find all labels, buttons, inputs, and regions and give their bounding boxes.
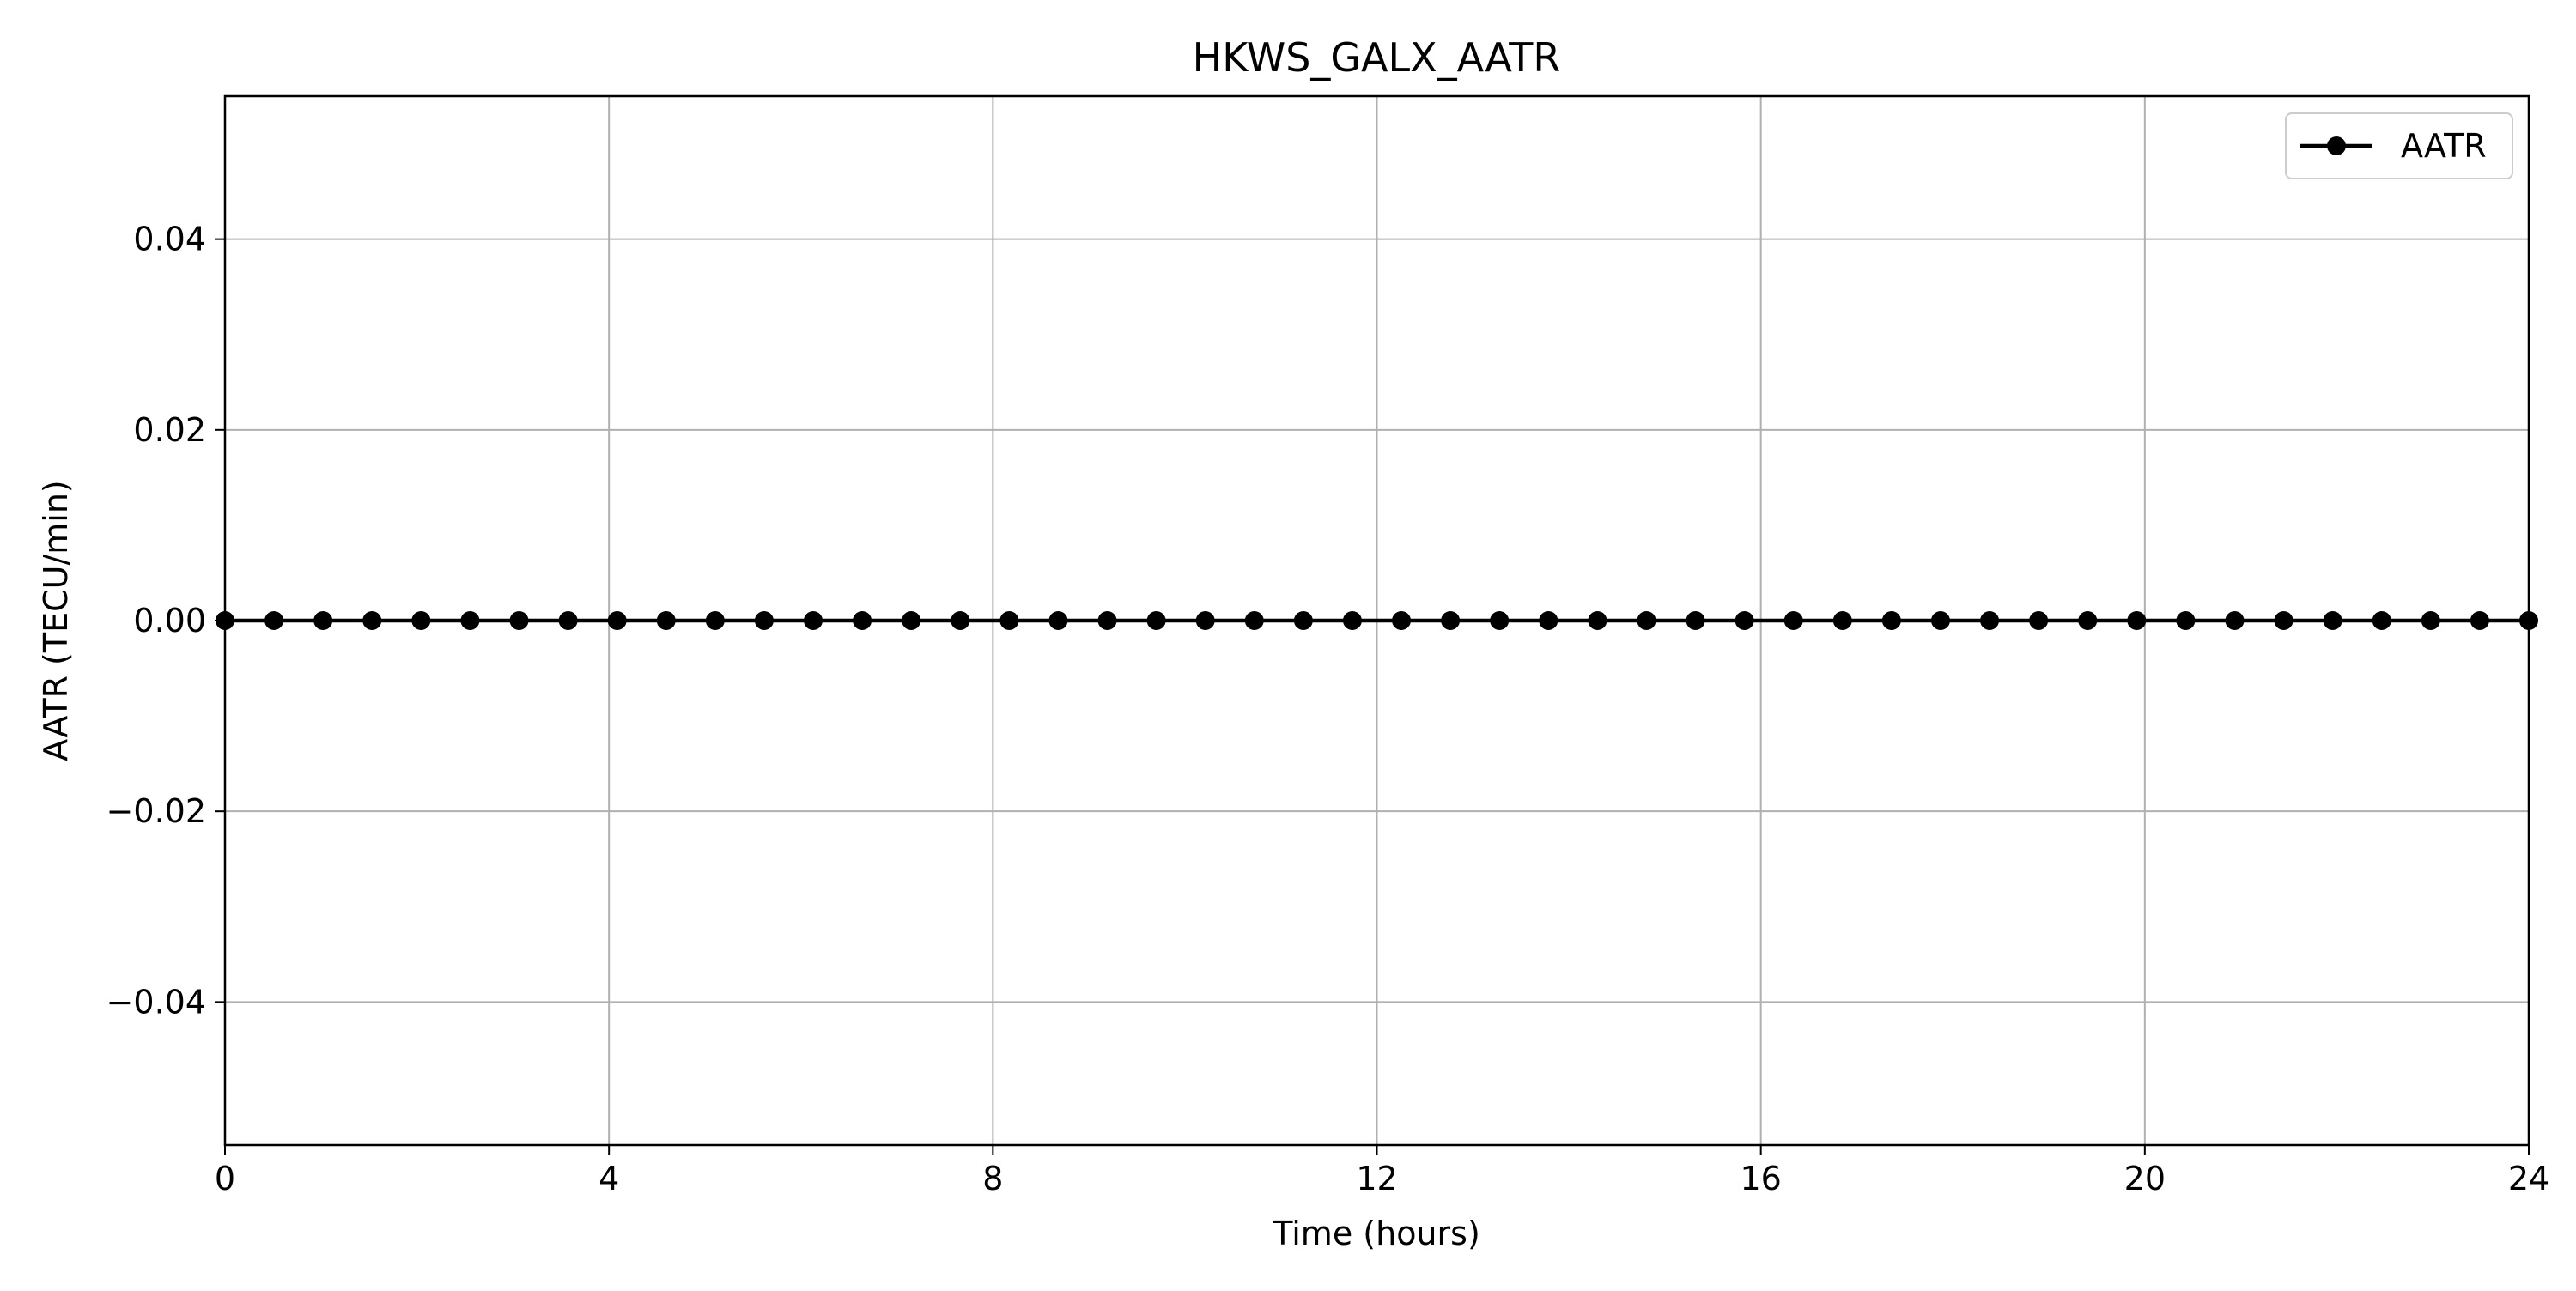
data-point	[264, 611, 284, 630]
data-point	[607, 611, 627, 630]
x-tick-label: 4	[598, 1160, 619, 1197]
data-point	[2078, 611, 2098, 630]
data-point	[2470, 611, 2489, 630]
data-point	[1392, 611, 1412, 630]
y-axis-label: AATR (TECU/min)	[37, 480, 75, 761]
data-point	[2225, 611, 2245, 630]
data-point	[2421, 611, 2440, 630]
data-point	[804, 611, 823, 630]
data-point	[1686, 611, 1705, 630]
chart-title: HKWS_GALX_AATR	[1193, 34, 1561, 81]
data-point	[411, 611, 431, 630]
data-point	[1048, 611, 1068, 630]
data-point	[1146, 611, 1166, 630]
y-tick-label: 0.02	[133, 411, 206, 449]
data-point	[509, 611, 529, 630]
data-point	[1490, 611, 1510, 630]
data-point	[2176, 611, 2196, 630]
legend-label-aatr: AATR	[2401, 127, 2487, 165]
data-point	[1539, 611, 1558, 630]
data-point	[951, 611, 970, 630]
data-point	[999, 611, 1019, 630]
x-tick-label: 24	[2508, 1160, 2549, 1197]
x-tick-label: 12	[1356, 1160, 1397, 1197]
data-point	[313, 611, 333, 630]
data-point	[1980, 611, 2000, 630]
data-point	[656, 611, 676, 630]
data-point	[1441, 611, 1461, 630]
data-point	[558, 611, 578, 630]
data-point	[1293, 611, 1313, 630]
data-point	[2323, 611, 2342, 630]
legend: AATR	[2285, 112, 2513, 179]
legend-marker-aatr	[2327, 136, 2346, 155]
y-tick-label: 0.00	[133, 602, 206, 639]
x-tick-label: 8	[982, 1160, 1003, 1197]
data-point	[1588, 611, 1607, 630]
data-point	[1735, 611, 1754, 630]
data-point	[1832, 611, 1852, 630]
data-point	[705, 611, 725, 630]
data-point	[1342, 611, 1362, 630]
x-tick-label: 0	[215, 1160, 235, 1197]
data-point	[2274, 611, 2293, 630]
plot-area	[216, 611, 2538, 630]
y-tick-label: −0.02	[106, 792, 206, 830]
legend-box	[2285, 112, 2513, 179]
data-point	[1244, 611, 1264, 630]
data-point	[2127, 611, 2147, 630]
data-point	[1881, 611, 1901, 630]
data-point	[1930, 611, 1950, 630]
y-tick-label: 0.04	[133, 221, 206, 258]
x-tick-label: 20	[2124, 1160, 2166, 1197]
data-point	[460, 611, 480, 630]
y-tick-label: −0.04	[106, 983, 206, 1021]
y-axis: −0.04 −0.02 0.00 0.02 0.04	[106, 221, 225, 1021]
data-point	[1637, 611, 1656, 630]
data-point	[754, 611, 774, 630]
data-point	[1195, 611, 1215, 630]
data-point	[853, 611, 872, 630]
x-axis: 0 4 8 12 16 20 24	[215, 1145, 2549, 1197]
data-point	[2372, 611, 2391, 630]
data-point	[362, 611, 382, 630]
data-point	[2029, 611, 2049, 630]
x-axis-label: Time (hours)	[1272, 1215, 1480, 1252]
data-point	[1097, 611, 1117, 630]
data-point	[902, 611, 921, 630]
x-tick-label: 16	[1740, 1160, 1781, 1197]
data-point	[1783, 611, 1803, 630]
